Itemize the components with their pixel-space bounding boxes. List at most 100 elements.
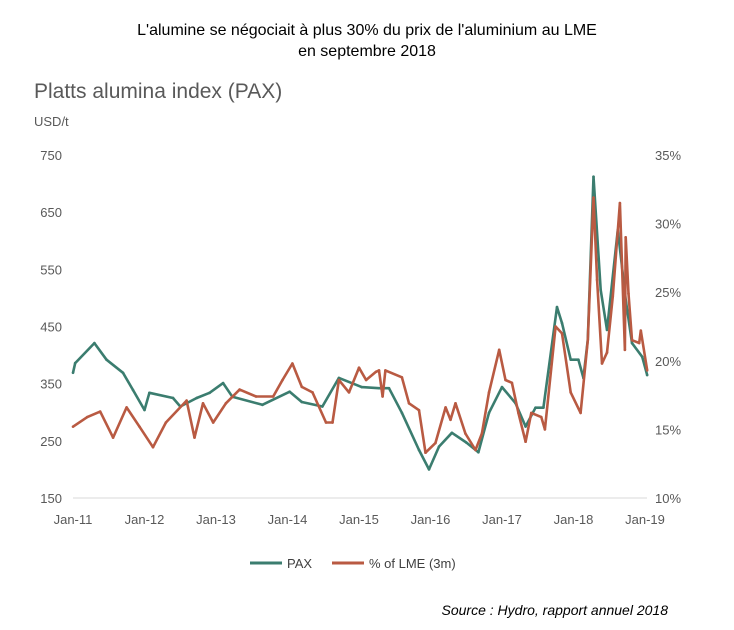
x-tick-label: Jan-12 xyxy=(125,512,165,527)
data-point xyxy=(599,288,602,292)
data-point xyxy=(121,371,125,375)
data-point xyxy=(93,341,96,345)
data-point xyxy=(324,421,328,424)
y-right-tick-label: 15% xyxy=(655,422,681,437)
data-point xyxy=(524,440,527,444)
data-point xyxy=(364,378,368,382)
y-right-tick-label: 10% xyxy=(655,491,681,506)
data-point xyxy=(464,441,468,444)
data-point xyxy=(171,396,175,400)
data-point xyxy=(524,425,527,428)
data-point xyxy=(71,371,75,375)
data-point xyxy=(347,391,351,394)
data-point xyxy=(555,305,559,309)
data-point xyxy=(464,432,467,435)
x-tick-label: Jan-17 xyxy=(482,512,522,527)
data-point xyxy=(605,351,609,354)
data-point xyxy=(600,362,604,365)
data-point xyxy=(271,395,275,398)
data-point xyxy=(105,358,108,361)
data-point xyxy=(111,436,115,439)
data-point xyxy=(377,369,381,372)
data-point xyxy=(337,378,341,382)
data-point xyxy=(500,385,504,389)
data-point xyxy=(477,450,480,454)
data-point xyxy=(504,378,507,382)
data-point xyxy=(185,399,188,402)
data-point xyxy=(560,332,564,335)
data-point xyxy=(497,348,501,352)
data-point xyxy=(195,396,198,400)
data-point xyxy=(148,391,151,395)
data-point xyxy=(592,196,595,199)
data-point xyxy=(224,402,228,405)
x-tick-label: Jan-13 xyxy=(196,512,236,527)
data-point xyxy=(474,448,477,452)
data-point xyxy=(221,381,225,385)
data-point xyxy=(238,388,241,391)
data-point xyxy=(300,400,304,404)
data-point xyxy=(384,369,387,372)
x-tick-label: Jan-11 xyxy=(54,512,93,527)
data-point xyxy=(542,406,545,409)
data-point xyxy=(360,385,364,389)
x-tick-label: Jan-15 xyxy=(339,512,379,527)
data-point xyxy=(164,421,168,424)
data-point xyxy=(254,395,258,398)
data-point xyxy=(569,391,572,394)
data-point xyxy=(449,418,452,422)
y-left-tick-label: 650 xyxy=(40,205,62,220)
x-tick-label: Jan-18 xyxy=(554,512,594,527)
data-point xyxy=(73,361,77,365)
data-point xyxy=(627,292,630,295)
data-point xyxy=(151,445,155,449)
data-point xyxy=(381,395,384,398)
legend-label: % of LME (3m) xyxy=(369,556,456,571)
data-point xyxy=(300,385,304,389)
data-point xyxy=(487,391,491,394)
data-point xyxy=(424,451,427,455)
y-left-tick-label: 150 xyxy=(40,491,62,506)
data-point xyxy=(143,408,146,412)
data-point xyxy=(400,411,404,415)
data-point xyxy=(630,338,634,342)
data-point xyxy=(539,415,543,419)
y-right-tick-label: 25% xyxy=(655,285,681,300)
y-right-tick-label: 35% xyxy=(655,148,681,163)
x-tick-label: Jan-16 xyxy=(411,512,451,527)
x-tick-label: Jan-14 xyxy=(268,512,308,527)
data-point xyxy=(211,421,215,424)
y-right-tick-label: 30% xyxy=(655,217,681,232)
data-point xyxy=(138,425,141,428)
series-line-pct-lme xyxy=(72,196,649,454)
data-point xyxy=(417,408,421,412)
data-point xyxy=(605,328,609,332)
data-point xyxy=(586,338,590,342)
data-point xyxy=(450,431,454,435)
data-point xyxy=(517,411,520,415)
y-axis-unit-label: USD/t xyxy=(34,114,69,129)
data-point xyxy=(427,468,431,471)
data-point xyxy=(407,402,411,405)
data-point xyxy=(434,441,437,445)
data-point xyxy=(637,341,641,345)
data-point xyxy=(131,388,135,392)
y-left-tick-label: 250 xyxy=(40,434,62,449)
data-point xyxy=(611,295,615,298)
data-point xyxy=(454,402,457,405)
data-point xyxy=(577,358,580,361)
data-point xyxy=(592,175,595,179)
x-tick-label: Jan-19 xyxy=(625,512,665,527)
data-point xyxy=(85,415,89,419)
y-right-tick-label: 20% xyxy=(655,354,681,369)
data-point xyxy=(331,421,334,424)
y-left-tick-label: 450 xyxy=(40,320,62,335)
data-point xyxy=(374,370,378,374)
data-point xyxy=(261,403,264,407)
data-point xyxy=(530,411,533,415)
data-point xyxy=(288,390,291,393)
data-point xyxy=(480,432,484,435)
data-point xyxy=(645,369,649,372)
data-point xyxy=(71,425,75,428)
